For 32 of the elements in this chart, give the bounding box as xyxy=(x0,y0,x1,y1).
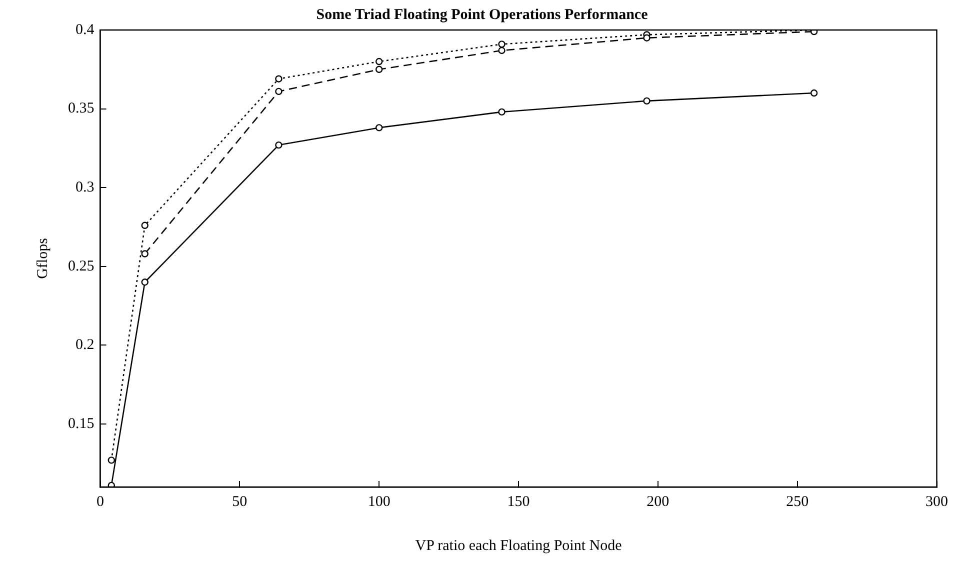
x-tick-label: 100 xyxy=(368,494,390,510)
point xyxy=(375,66,383,73)
y-tick-label: 0.25 xyxy=(68,258,94,274)
point xyxy=(375,124,383,132)
x-tick-label: 50 xyxy=(232,494,248,510)
y-tick-label: 0.35 xyxy=(68,100,94,117)
point xyxy=(643,34,650,42)
point xyxy=(141,222,148,230)
point xyxy=(275,88,282,96)
point xyxy=(275,75,282,82)
y-tick-label: 0.15 xyxy=(68,416,94,432)
point xyxy=(141,250,148,258)
y-tick-label: 0.2 xyxy=(76,337,94,354)
point xyxy=(275,141,282,149)
point xyxy=(810,89,818,97)
point xyxy=(498,108,506,116)
x-tick-label: 150 xyxy=(507,494,530,510)
point xyxy=(108,456,116,464)
point xyxy=(643,97,650,105)
x-tick-label: 0 xyxy=(96,494,104,510)
point xyxy=(498,40,506,48)
y-axis-title: Gflops xyxy=(34,238,51,279)
y-tick-label: 0.4 xyxy=(76,22,95,38)
point xyxy=(141,278,148,286)
x-tick-label: 250 xyxy=(786,494,809,510)
point xyxy=(375,58,383,66)
chart-title: Some Triad Floating Point Operations Performance xyxy=(316,6,648,23)
x-axis-title: VP ratio each Floating Point Node xyxy=(415,538,622,554)
point xyxy=(498,46,506,54)
y-tick-label: 0.3 xyxy=(76,180,94,196)
x-tick-label: 300 xyxy=(926,494,948,510)
x-tick-label: 200 xyxy=(646,494,670,510)
